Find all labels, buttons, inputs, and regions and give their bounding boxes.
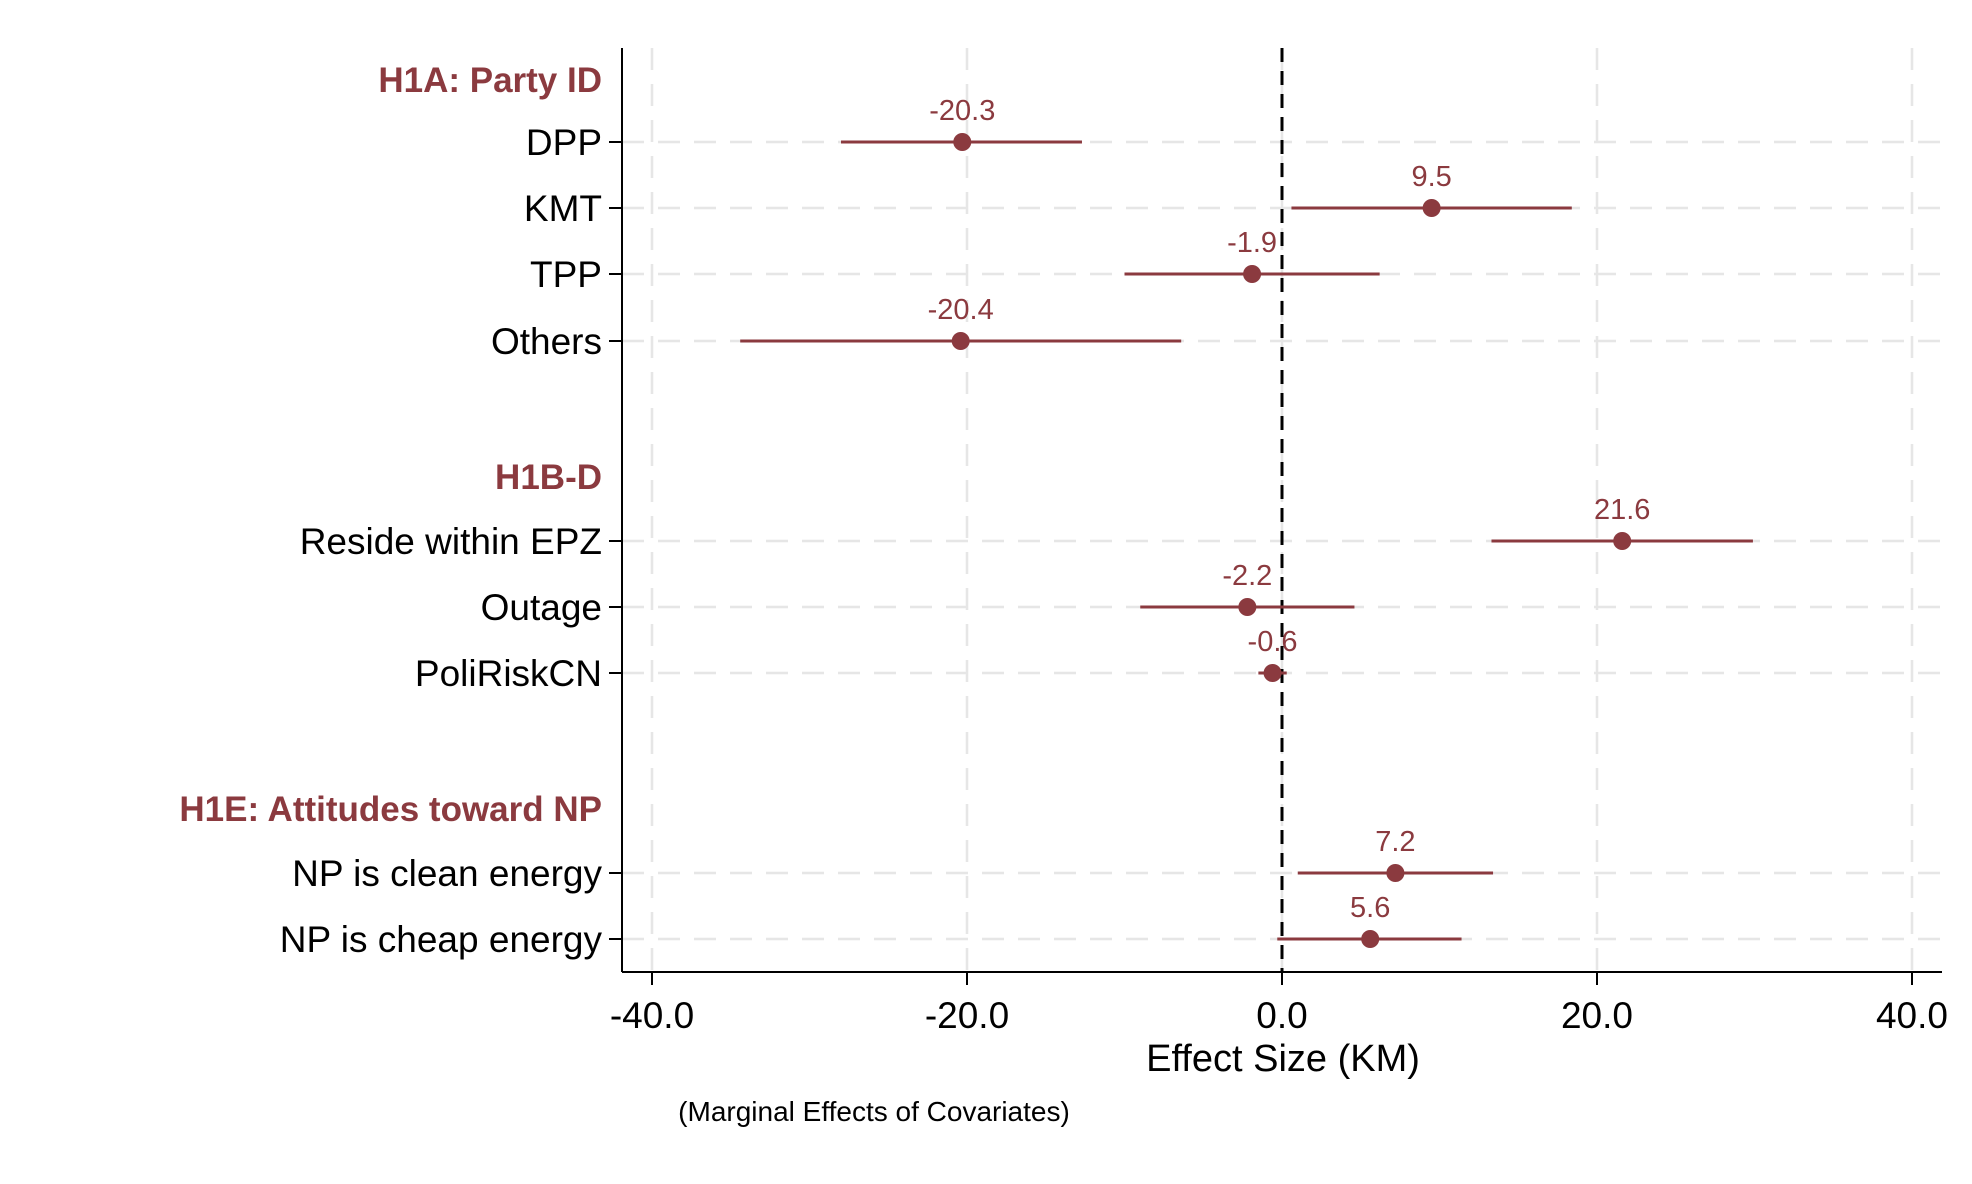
- value-label: 21.6: [1594, 494, 1650, 526]
- group-title: H1E: Attitudes toward NP: [179, 790, 602, 829]
- value-label: -20.3: [929, 95, 995, 127]
- x-tick-label: 20.0: [1561, 995, 1633, 1036]
- row-label: Reside within EPZ: [300, 521, 602, 562]
- x-axis-title: Effect Size (KM): [1146, 1038, 1420, 1080]
- group-title: H1A: Party ID: [378, 61, 602, 100]
- chart-note: (Marginal Effects of Covariates): [678, 1096, 1070, 1127]
- estimate-point: [1422, 199, 1441, 217]
- estimates: -20.3 9.5 -1.9 -20.4 21.6 -2.2 -0.6 7.2 5.6: [740, 95, 1753, 948]
- row-label: DPP: [526, 122, 602, 163]
- value-label: 5.6: [1350, 892, 1390, 924]
- estimate-point: [951, 332, 970, 350]
- estimate-point: [953, 133, 972, 151]
- value-label: 9.5: [1411, 161, 1451, 193]
- row-label: NP is cheap energy: [280, 919, 603, 960]
- row-label: NP is clean energy: [292, 853, 602, 894]
- value-label: -2.2: [1222, 560, 1272, 592]
- row-label: PoliRiskCN: [415, 653, 602, 694]
- estimate-point: [1263, 664, 1282, 682]
- estimate-point: [1243, 265, 1262, 283]
- value-label: 7.2: [1375, 826, 1415, 858]
- row-label: KMT: [524, 188, 602, 229]
- estimate-point: [1613, 532, 1632, 550]
- x-tick-label: 0.0: [1256, 995, 1307, 1036]
- row-labels: H1A: Party ID DPP KMT TPP Others H1B-D Reside …: [179, 61, 602, 960]
- estimate-point: [1386, 864, 1405, 882]
- row-label: Outage: [481, 587, 602, 628]
- value-label: -20.4: [928, 294, 994, 326]
- estimate-point: [1238, 598, 1257, 616]
- value-label: -0.6: [1248, 626, 1298, 658]
- row-label: TPP: [530, 254, 602, 295]
- row-label: Others: [491, 321, 602, 362]
- x-tick-label: 40.0: [1876, 995, 1948, 1036]
- x-tick-label: -20.0: [925, 995, 1009, 1036]
- value-label: -1.9: [1227, 227, 1277, 259]
- axes: -40.0 -20.0 0.0 20.0 40.0: [609, 48, 1948, 1036]
- group-title: H1B-D: [495, 458, 602, 497]
- x-tick-label: -40.0: [610, 995, 694, 1036]
- estimate-point: [1361, 930, 1380, 948]
